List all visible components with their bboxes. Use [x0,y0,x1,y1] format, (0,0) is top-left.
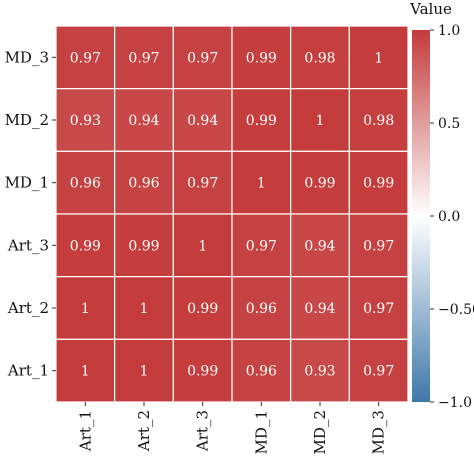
heatmap-cell-art-2-md-2 [290,276,350,340]
colorbar-title: Value [409,0,452,18]
colorbar-gradient [412,30,430,402]
heatmap-cell-labels: 0.97 0.97 0.97 0.99 0.98 1 0.93 0.94 0.94 0.99 1 0.… [70,50,395,379]
heatmap-cell-label: 0.98 [304,50,335,66]
heatmap-cell-md-3-md-3 [348,25,409,90]
heatmap-cell-art-2-art-3 [172,276,233,340]
heatmap-cell-label: 1 [81,364,90,380]
heatmap-cell-label: 0.93 [304,364,335,380]
colorbar-tick-label: 0.5 [438,116,460,132]
heatmap-cell-label: 0.97 [363,238,394,254]
heatmap-cell-label: 0.94 [304,238,335,254]
heatmap-cell-label: 0.99 [187,301,218,317]
colorbar-tick-label: −0.50 [438,302,474,318]
heatmap-cell-art-3-art-2 [114,213,174,278]
heatmap-cell-label: 1 [257,176,266,192]
heatmap-cell-md-3-art-3 [172,25,233,90]
y-tick-label: Art_3 [7,236,49,254]
heatmap-cell-label: 0.97 [246,238,277,254]
heatmap-cell-label: 0.99 [187,364,218,380]
heatmap-cell-label: 0.96 [246,364,277,380]
heatmap-cell-label: 0.97 [363,301,394,317]
x-tick-label: MD_1 [252,410,270,454]
heatmap-cell-label: 0.97 [187,50,218,66]
heatmap-cell-art-3-md-2 [290,213,350,278]
y-axis-tick-labels: MD_3 MD_2 MD_1 Art_3 Art_2 Art_1 [5,48,56,380]
heatmap-cell-label: 0.96 [128,176,159,192]
x-tick-label: MD_2 [311,410,329,454]
y-tick-label: MD_1 [5,174,49,192]
x-tick-label: MD_3 [370,410,388,454]
heatmap-cell-label: 0.98 [363,113,394,129]
colorbar-tick-label: 1.0 [438,23,460,39]
heatmap-cell-md-2-art-2 [114,88,174,152]
heatmap-cell-label: 0.94 [128,113,159,129]
heatmap-cell-art-1-md-3 [348,338,409,403]
heatmap-cell-label: 0.99 [246,113,277,129]
colorbar-tick-label: 0.0 [438,209,460,225]
heatmap-cell-label: 1 [140,364,149,380]
y-tick-label: Art_2 [7,299,49,317]
heatmap-cell-md-1-md-1 [231,150,292,215]
x-axis-tick-labels: Art_1 Art_2 Art_3 MD_1 MD_2 MD_3 [76,402,388,454]
heatmap-cell-art-3-md-3 [348,213,409,278]
heatmap-cell-label: 1 [81,301,90,317]
heatmap-cell-md-2-md-1 [231,88,292,152]
colorbar: Value 1.0 0.5 0.0 −0.50 −1.0 [409,0,474,411]
heatmap-cell-art-1-art-1 [55,338,116,403]
colorbar-ticks: 1.0 0.5 0.0 −0.50 −1.0 [430,23,474,411]
heatmap-cell-md-3-art-1 [55,25,116,90]
heatmap-cell-label: 0.94 [187,113,218,129]
y-tick-label: MD_2 [5,111,49,129]
heatmap-cell-label: 0.99 [304,176,335,192]
heatmap-cell-label: 0.99 [246,50,277,66]
heatmap-cell-label: 0.99 [70,238,101,254]
heatmap-cell-md-1-art-2 [114,150,174,215]
x-tick-label: Art_3 [194,410,212,452]
heatmap-cell-label: 1 [374,50,383,66]
heatmap-cell-art-2-md-1 [231,276,292,340]
heatmap-cell-label: 0.94 [304,301,335,317]
y-tick-label: MD_3 [5,48,49,66]
heatmap-cell-label: 0.97 [128,50,159,66]
x-tick-label: Art_1 [76,410,94,452]
heatmap-cell-label: 0.97 [363,364,394,380]
heatmap-cell-label: 1 [316,113,325,129]
heatmap-cell-md-2-md-3 [348,88,409,152]
heatmap-cell-label: 0.99 [363,176,394,192]
heatmap-cell-label: 0.97 [187,176,218,192]
heatmap-cell-label: 0.93 [70,113,101,129]
heatmap-cell-label: 1 [198,238,207,254]
heatmap-cell-label: 0.99 [128,238,159,254]
heatmap-cell-md-1-md-3 [348,150,409,215]
heatmap-cell-art-3-art-3 [172,213,233,278]
heatmap-cell-label: 0.96 [246,301,277,317]
y-tick-label: Art_1 [7,362,49,380]
heatmap-cells [55,25,409,403]
colorbar-tick-label: −1.0 [438,395,472,411]
heatmap-cell-md-1-md-2 [290,150,350,215]
heatmap-cell-label: 0.96 [70,176,101,192]
heatmap-cell-art-3-art-1 [55,213,116,278]
x-tick-label: Art_2 [135,410,153,452]
heatmap-cell-label: 1 [140,301,149,317]
heatmap-cell-label: 0.97 [70,50,101,66]
heatmap-cell-art-3-md-1 [231,213,292,278]
heatmap-cell-art-2-md-3 [348,276,409,340]
heatmap-cell-md-3-art-2 [114,25,174,90]
